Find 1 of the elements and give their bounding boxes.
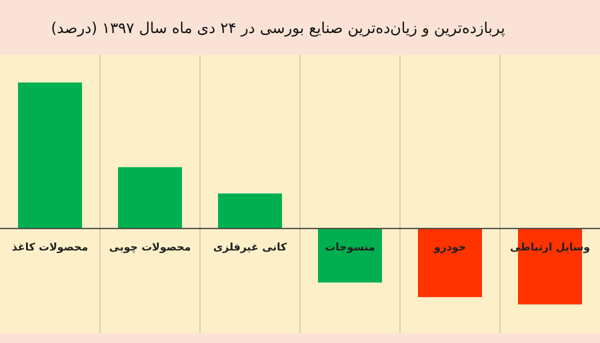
title: پربازده‌ترین و زیان‌ده‌ترین صنایع بورسی در ۲۴ دی ماه سال ۱۳۹۷ (درصد) (51, 19, 505, 37)
